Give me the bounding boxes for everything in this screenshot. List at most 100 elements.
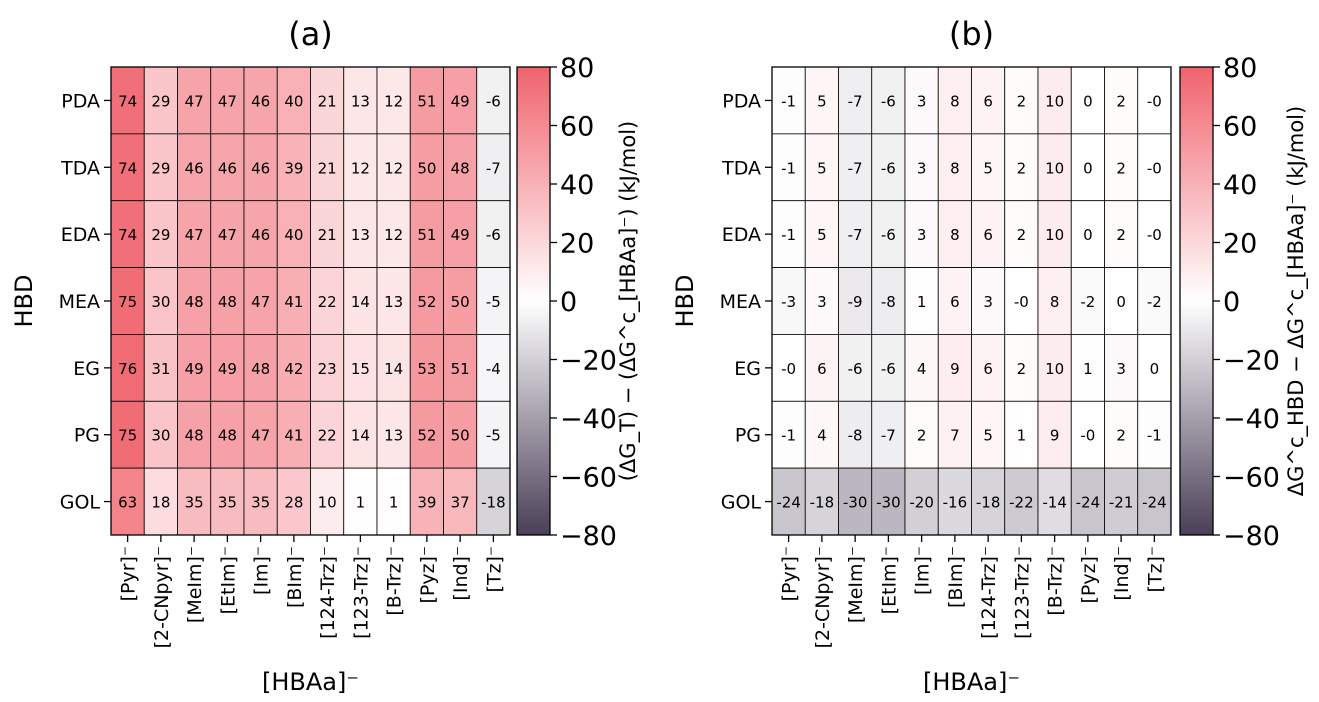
heatmap-cell	[177, 334, 212, 402]
y-tick-label: MEA	[59, 291, 100, 313]
x-tick-label: [MeIm]⁻	[845, 546, 867, 623]
cell-value-label: -1	[781, 226, 796, 244]
heatmap-cell	[110, 200, 145, 268]
x-tick-label: [Pyz]⁻	[1078, 546, 1100, 604]
cell-value-label: 5	[817, 159, 827, 177]
cell-value-label: 5	[817, 92, 827, 110]
heatmap-cell	[1070, 133, 1105, 202]
heatmap-cell	[276, 334, 311, 402]
x-tick-label: [123-Trz]⁻	[1011, 546, 1033, 639]
cell-value-label: 3	[917, 92, 927, 110]
heatmap-cell	[804, 200, 839, 268]
cell-value-label: -2	[1080, 293, 1095, 311]
colorbar-tick-label: −20	[560, 346, 617, 377]
cell-value-label: -1	[781, 92, 796, 110]
heatmap-cell	[1104, 66, 1139, 135]
cell-value-label: 4	[817, 427, 827, 445]
cell-value-label: 2	[1116, 92, 1126, 110]
heatmap-cell	[937, 467, 972, 536]
heatmap-cell	[771, 200, 806, 268]
cell-value-label: 49	[451, 92, 470, 110]
heatmap-cell	[443, 334, 478, 402]
heatmap-cell	[1037, 400, 1072, 469]
x-tick-label: [Ind]⁻	[1111, 546, 1133, 601]
heatmap-cell	[1137, 267, 1172, 335]
y-tick-label: PG	[74, 425, 100, 447]
cell-value-label: 76	[118, 360, 137, 378]
heatmap-cell	[1070, 200, 1105, 268]
cell-value-label: 41	[284, 427, 303, 445]
cell-value-label: 30	[151, 427, 170, 445]
cell-value-label: 35	[218, 494, 237, 512]
cell-value-label: 2	[1116, 427, 1126, 445]
y-tick-label: TDA	[721, 157, 761, 179]
cell-value-label: 2	[1017, 92, 1027, 110]
heatmap-cell	[1137, 334, 1172, 402]
colorbar-tick-label: −80	[560, 521, 617, 552]
cell-value-label: 29	[151, 226, 170, 244]
colorbar-tick-label: 20	[560, 229, 594, 260]
cell-value-label: -0	[1080, 427, 1095, 445]
y-axis-label: HBD	[671, 275, 699, 328]
x-tick-label: [BIm]⁻	[284, 546, 306, 608]
cell-value-label: 75	[118, 293, 137, 311]
colorbar-tick-label: 20	[1223, 229, 1257, 260]
cell-value-label: -30	[876, 494, 901, 512]
cell-value-label: 8	[950, 226, 960, 244]
cell-value-label: 46	[218, 159, 237, 177]
x-tick-label: [123-Trz]⁻	[350, 546, 372, 639]
colorbar-tick-label: −20	[1223, 346, 1280, 377]
y-tick-label: GOL	[60, 492, 101, 514]
cell-value-label: -1	[781, 159, 796, 177]
colorbar	[1179, 66, 1214, 536]
cell-value-label: 10	[1045, 159, 1064, 177]
heatmap-cell	[143, 66, 178, 135]
heatmap-cell	[343, 400, 378, 469]
heatmap-cell	[971, 66, 1006, 135]
heatmap-cell	[409, 66, 444, 135]
cell-value-label: 46	[251, 226, 270, 244]
heatmap-cell	[310, 467, 345, 536]
cell-value-label: 9	[1050, 427, 1060, 445]
heatmap-cell	[1037, 334, 1072, 402]
heatmap-cell	[443, 267, 478, 335]
cell-value-label: -18	[810, 494, 835, 512]
heatmap-cell	[871, 267, 906, 335]
heatmap-cell	[210, 200, 245, 268]
cell-value-label: 2	[1017, 159, 1027, 177]
cell-value-label: 48	[218, 293, 237, 311]
heatmap-cell	[838, 267, 873, 335]
heatmap-cell	[409, 467, 444, 536]
cell-value-label: 40	[284, 226, 303, 244]
cell-value-label: 1	[356, 494, 366, 512]
heatmap-cell	[409, 267, 444, 335]
cell-value-label: 50	[451, 293, 470, 311]
cell-value-label: -0	[1147, 159, 1162, 177]
cell-value-label: 15	[351, 360, 370, 378]
cell-value-label: 21	[318, 92, 337, 110]
heatmap-cell	[871, 66, 906, 135]
cell-value-label: 47	[218, 226, 237, 244]
colorbar-tick-label: 60	[560, 112, 594, 143]
cell-value-label: -7	[486, 159, 501, 177]
heatmap-cell	[838, 133, 873, 202]
heatmap-cell	[871, 200, 906, 268]
cell-value-label: -20	[909, 494, 934, 512]
y-tick-label: EDA	[61, 224, 100, 246]
heatmap-cell	[276, 400, 311, 469]
heatmap-cell	[243, 133, 278, 202]
heatmap-cell	[904, 200, 939, 268]
heatmap-cell	[804, 267, 839, 335]
cell-value-label: -7	[848, 159, 863, 177]
cell-value-label: 0	[1150, 360, 1160, 378]
cell-value-label: 6	[950, 293, 960, 311]
x-tick-label: [EtIm]⁻	[217, 546, 239, 614]
cell-value-label: 3	[817, 293, 827, 311]
colorbar-tick-label: −60	[560, 463, 617, 494]
x-tick-label: [Tz]⁻	[1144, 546, 1166, 592]
cell-value-label: -16	[943, 494, 968, 512]
cell-value-label: 10	[1045, 226, 1064, 244]
heatmap-cell	[937, 133, 972, 202]
cell-value-label: 14	[384, 360, 403, 378]
cell-value-label: 1	[1083, 360, 1093, 378]
